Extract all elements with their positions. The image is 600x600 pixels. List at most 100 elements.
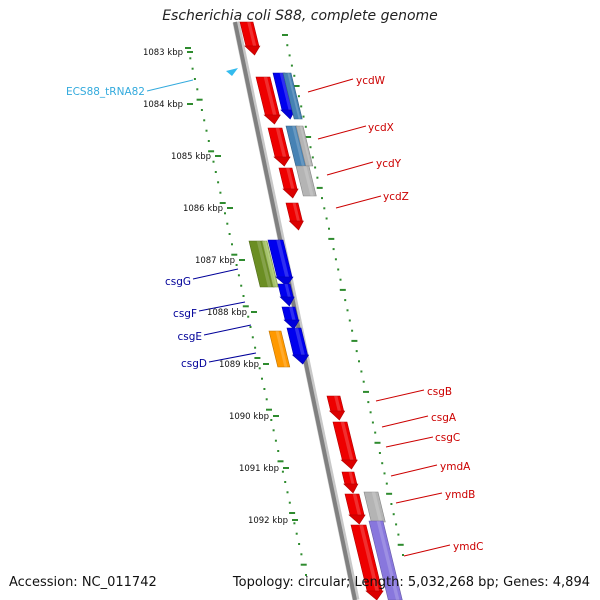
left-track-major-tick (277, 460, 284, 463)
gene-feature[interactable] (350, 524, 384, 600)
right-track-minor-tick (374, 431, 377, 434)
gene-feature-body[interactable] (268, 330, 291, 368)
scale-label: 1088 kbp (207, 308, 247, 318)
gene-feature[interactable] (261, 240, 279, 288)
gene-label[interactable]: csgG (165, 276, 191, 288)
trna-marker[interactable] (226, 68, 238, 76)
gene-feature[interactable] (268, 330, 291, 368)
gene-feature[interactable] (344, 493, 366, 525)
gene-feature-shine (348, 472, 355, 484)
right-track-minor-tick (290, 64, 293, 67)
right-track-major-tick (339, 288, 346, 291)
leader-line (317, 125, 367, 140)
gene-feature[interactable] (332, 421, 358, 470)
left-track-minor-tick (240, 284, 243, 287)
left-track-major-tick (208, 150, 215, 153)
gene-feature[interactable] (295, 165, 317, 197)
gene-label[interactable]: ycdY (376, 158, 402, 170)
gene-feature-shine (292, 203, 300, 221)
leader-line (146, 79, 194, 92)
scale-tick (273, 415, 279, 417)
gene-feature-body[interactable] (282, 72, 303, 120)
gene-feature-shine (263, 77, 277, 115)
gene-feature-body[interactable] (295, 165, 317, 197)
gene-feature-arrowhead (288, 220, 304, 231)
right-track-minor-tick (321, 197, 323, 200)
right-tick-track (282, 34, 404, 556)
left-track-minor-tick (237, 274, 240, 277)
scale-tick (251, 311, 257, 313)
scale-tick (239, 259, 245, 261)
gene-feature-arrowhead (282, 188, 299, 199)
gene-label[interactable]: csgE (177, 331, 202, 343)
gene-feature-arrowhead (283, 319, 300, 330)
right-track-minor-tick (378, 452, 381, 454)
gene-feature-body[interactable] (295, 125, 314, 167)
right-track-major-tick (363, 390, 369, 393)
scale-tick (227, 207, 233, 209)
gene-label[interactable]: ymdB (445, 489, 475, 501)
left-track-minor-tick (224, 212, 226, 215)
gene-feature[interactable] (255, 76, 281, 125)
right-track-minor-tick (362, 380, 365, 383)
gene-label[interactable]: csgC (435, 432, 460, 444)
gene-feature-shine (264, 241, 278, 287)
gene-feature[interactable] (282, 72, 303, 120)
left-track-minor-tick (193, 78, 196, 80)
right-track-major-tick (386, 492, 393, 495)
gene-label[interactable]: ycdZ (383, 191, 409, 203)
gene-feature[interactable] (281, 306, 300, 330)
gene-feature[interactable] (341, 471, 359, 494)
right-track-minor-tick (302, 115, 305, 118)
gene-label[interactable]: csgF (173, 308, 197, 320)
gene-features[interactable] (226, 21, 403, 600)
gene-label[interactable]: ymdA (440, 461, 471, 473)
gene-feature[interactable] (295, 125, 314, 167)
gene-label[interactable]: csgD (181, 358, 207, 370)
gene-feature-body[interactable] (368, 520, 403, 600)
gene-feature-shine (359, 525, 380, 591)
right-track-minor-tick (390, 503, 393, 505)
right-track-major-tick (397, 543, 404, 546)
gene-label[interactable]: ycdX (368, 122, 394, 134)
gene-feature[interactable] (286, 327, 310, 365)
gene-feature[interactable] (363, 491, 386, 523)
gene-feature[interactable] (285, 202, 304, 231)
gene-feature[interactable] (278, 167, 299, 199)
right-track-minor-tick (328, 227, 330, 230)
left-track-minor-tick (212, 160, 215, 163)
left-track-minor-tick (235, 264, 238, 266)
gene-feature-shine (376, 521, 400, 600)
leader-line (335, 195, 382, 209)
gene-feature-body[interactable] (261, 240, 279, 288)
gene-label[interactable]: ECS88_tRNA82 (66, 86, 145, 98)
left-track-minor-tick (200, 109, 203, 111)
gene-label[interactable]: csgA (431, 412, 457, 424)
gene-feature[interactable] (368, 520, 403, 600)
gene-feature[interactable] (267, 239, 294, 287)
leader-line (307, 78, 354, 93)
right-track-minor-tick (286, 44, 289, 47)
gene-label[interactable]: ymdC (453, 541, 483, 553)
left-track-major-tick (289, 512, 296, 514)
left-track-minor-tick (226, 222, 229, 225)
gene-feature[interactable] (267, 127, 291, 167)
gene-feature[interactable] (239, 21, 261, 56)
right-track-minor-tick (325, 217, 328, 220)
gene-feature[interactable] (326, 395, 346, 421)
gene-feature-arrowhead (263, 114, 281, 125)
right-track-minor-tick (339, 278, 342, 281)
right-track-major-tick (328, 237, 335, 240)
gene-feature-body[interactable] (363, 491, 386, 523)
scale-tick (292, 519, 298, 521)
gene-label[interactable]: ycdW (356, 75, 386, 87)
gene-labels[interactable]: ECS88_tRNA82 ycdW ycdX ycdY ycdZ csgG csgF csgE… (66, 75, 484, 553)
leader-line (208, 352, 257, 363)
gene-feature[interactable] (277, 283, 295, 307)
gene-feature-shine (279, 73, 292, 110)
scale-label: 1090 kbp (229, 412, 269, 422)
scale-label: 1085 kbp (171, 152, 211, 162)
gene-feature-arrowhead (348, 514, 366, 525)
gene-label[interactable]: csgB (427, 386, 452, 398)
